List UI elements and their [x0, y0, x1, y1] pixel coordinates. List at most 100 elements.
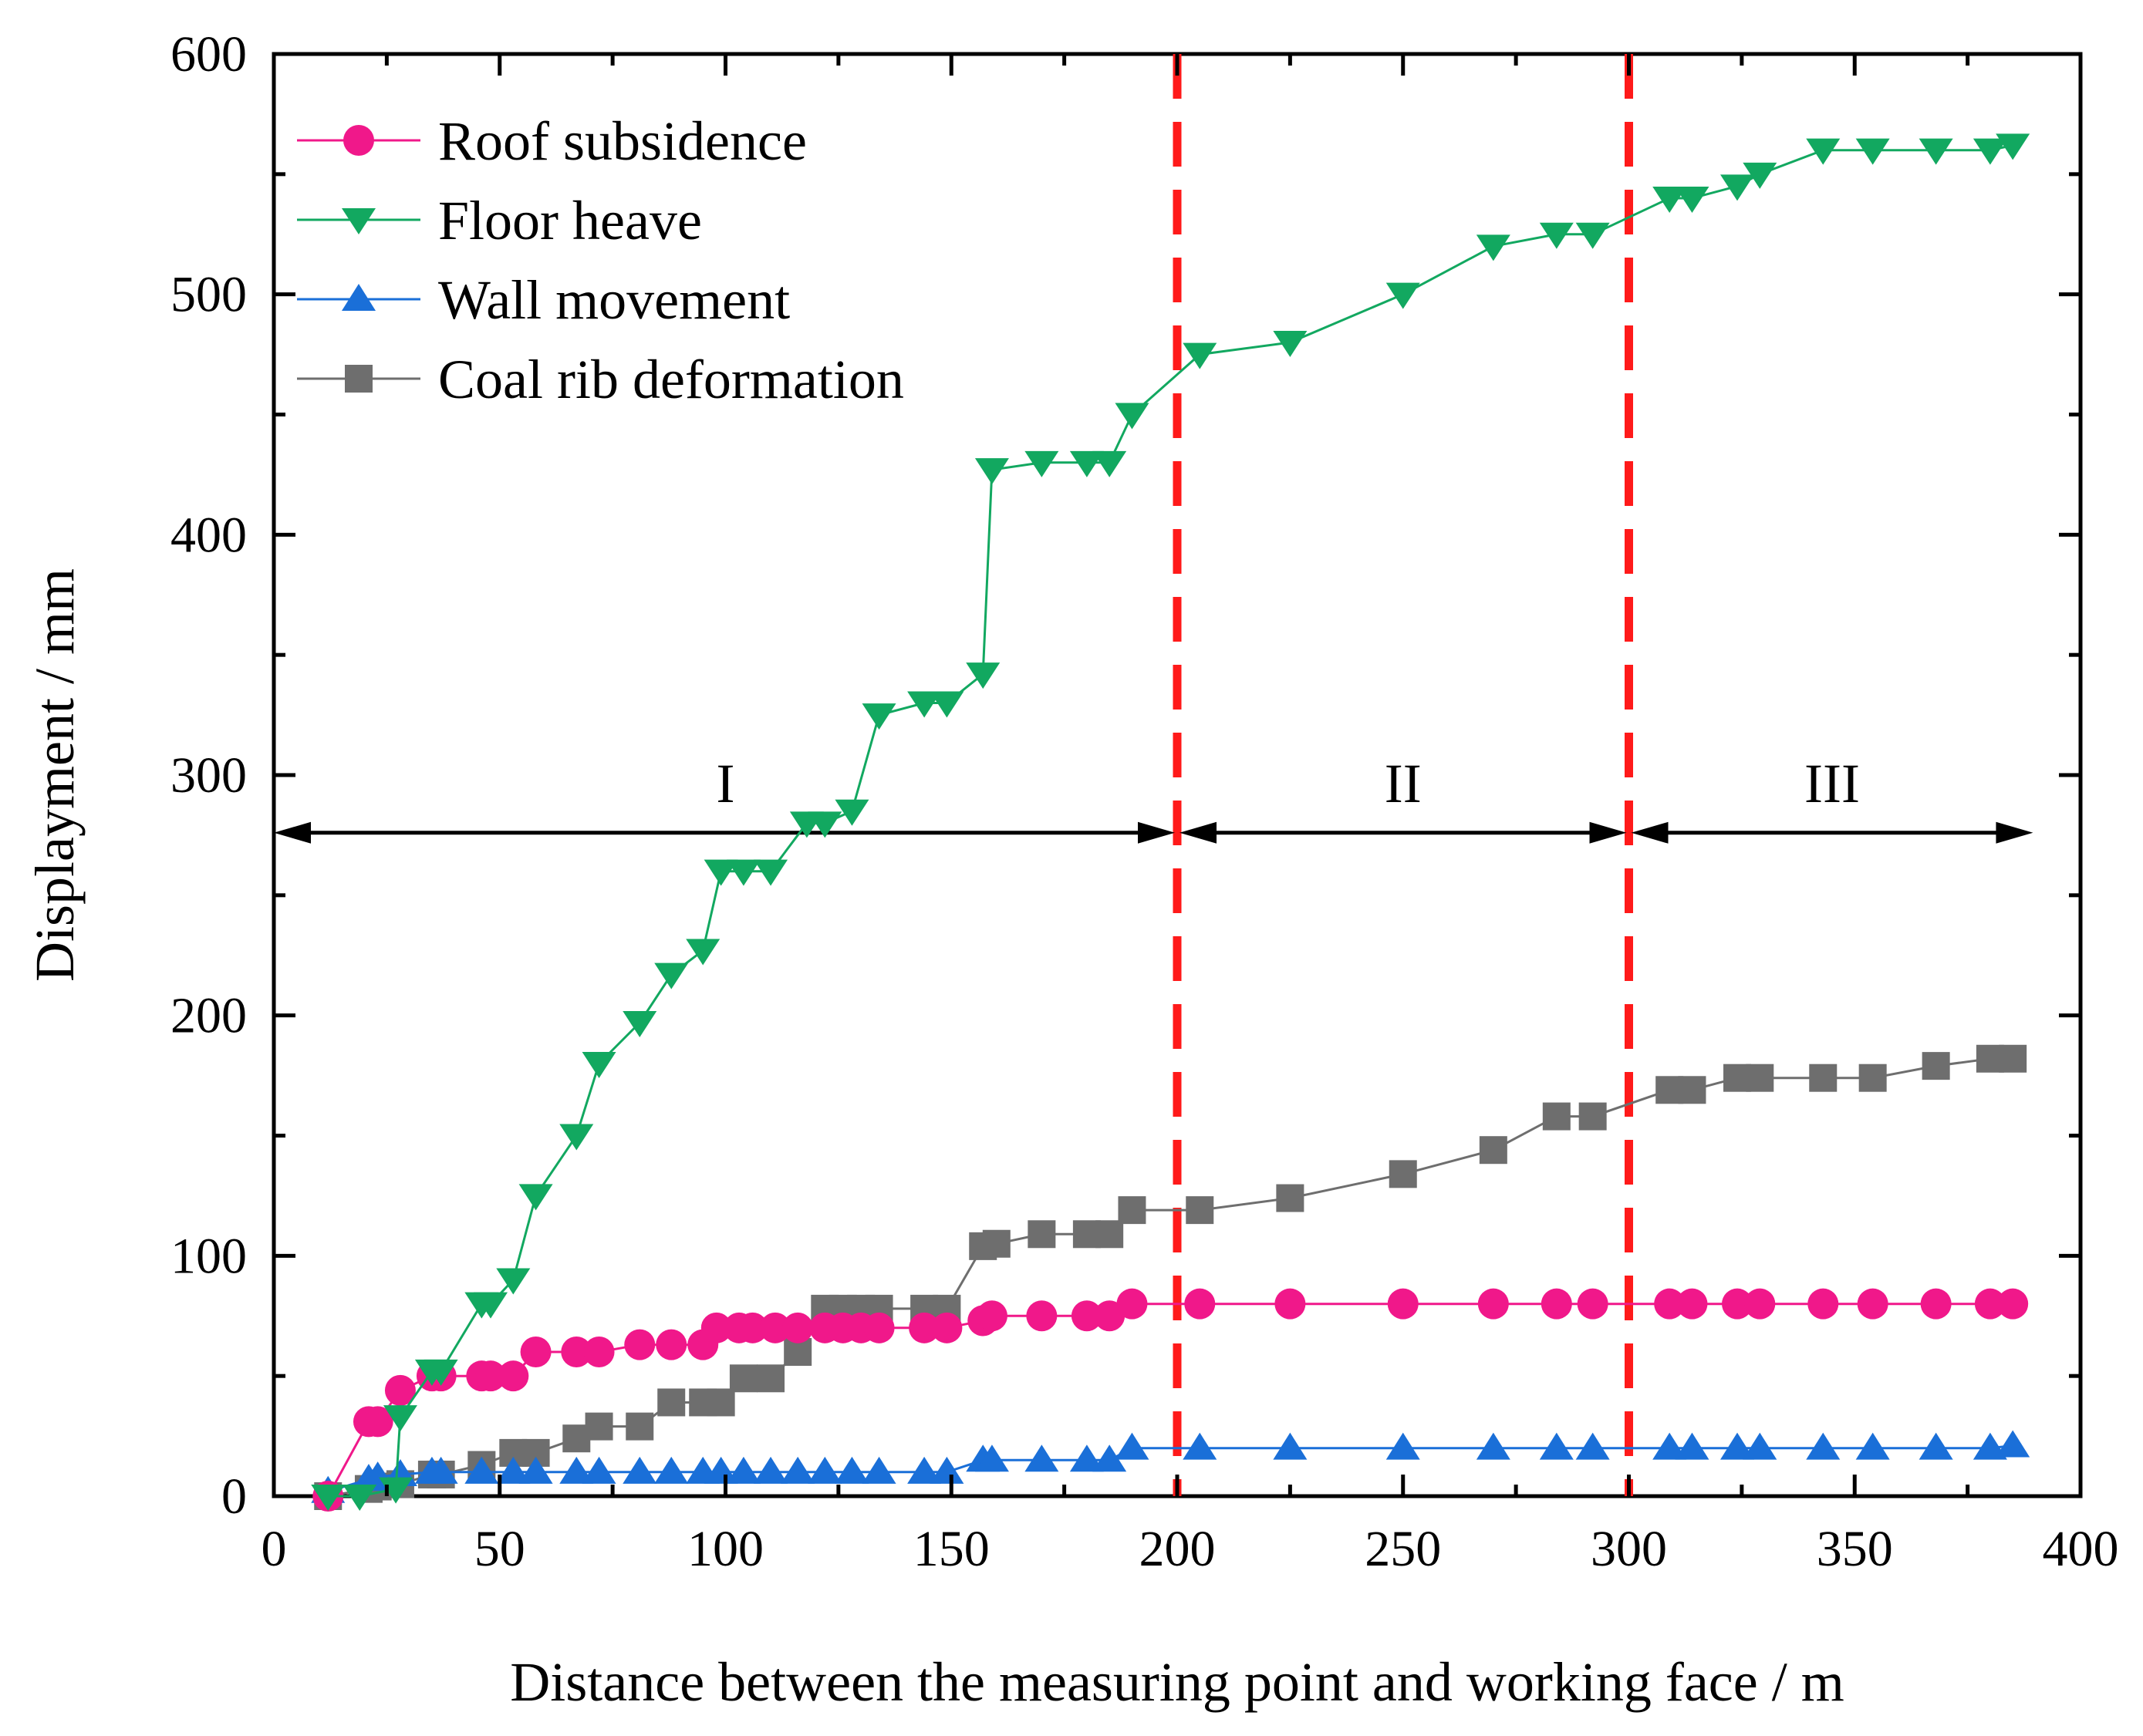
- data-point: [1389, 1160, 1417, 1188]
- y-axis-title: Displayment / mm: [24, 568, 86, 982]
- data-point: [1857, 1288, 1888, 1320]
- legend-marker-coal: [345, 365, 373, 393]
- data-point: [930, 691, 964, 718]
- zone-label: III: [1804, 753, 1860, 814]
- data-point: [782, 1312, 814, 1343]
- data-point: [1094, 1300, 1125, 1332]
- data-point: [1539, 1432, 1574, 1460]
- data-point: [1652, 1432, 1687, 1460]
- data-point: [1807, 1288, 1839, 1320]
- data-point: [1675, 1432, 1709, 1460]
- data-point: [1385, 282, 1420, 309]
- legend-label-coal: Coal rib deformation: [438, 349, 904, 410]
- legend-entry-wall: Wall movement: [297, 269, 790, 331]
- data-point: [1274, 1288, 1306, 1320]
- data-point: [930, 1456, 964, 1484]
- data-point: [654, 962, 689, 989]
- x-tick-label: 0: [262, 1521, 287, 1577]
- data-point: [1542, 1102, 1571, 1131]
- y-tick-label: 0: [221, 1468, 247, 1525]
- data-point: [1118, 1196, 1146, 1225]
- data-point: [654, 1456, 689, 1484]
- data-point: [1575, 1432, 1610, 1460]
- data-point: [835, 799, 869, 826]
- data-point: [754, 1456, 788, 1484]
- legend-label-wall: Wall movement: [438, 269, 790, 331]
- data-point: [379, 1477, 413, 1504]
- zone-label: II: [1385, 753, 1422, 814]
- data-point: [1919, 1432, 1953, 1460]
- data-point: [862, 703, 896, 730]
- data-point: [1999, 1044, 2027, 1073]
- legend-label-floor: Floor heave: [438, 190, 702, 251]
- data-point: [1746, 1064, 1774, 1092]
- data-point: [496, 1268, 531, 1295]
- data-point: [1577, 1288, 1608, 1320]
- data-point: [974, 458, 1009, 485]
- data-point: [498, 1360, 529, 1392]
- data-point: [754, 859, 788, 886]
- data-point: [559, 1456, 594, 1484]
- data-point: [657, 1388, 686, 1417]
- series-roof: [312, 1288, 2029, 1512]
- data-point: [1069, 450, 1104, 477]
- data-point: [1919, 138, 1953, 165]
- data-point: [1858, 1064, 1887, 1092]
- x-axis-title: Distance between the measuring point and…: [510, 1651, 1844, 1713]
- series-layer: [311, 133, 2030, 1512]
- data-point: [1806, 1432, 1841, 1460]
- legend-marker-wall: [342, 284, 376, 311]
- data-point: [474, 1292, 508, 1319]
- data-point: [974, 1444, 1009, 1472]
- data-point: [362, 1406, 393, 1438]
- y-tick-label: 600: [170, 26, 247, 83]
- data-point: [907, 1456, 942, 1484]
- data-point: [1186, 1196, 1214, 1225]
- data-point: [1720, 1432, 1755, 1460]
- data-point: [863, 1312, 895, 1343]
- data-point: [1028, 1220, 1056, 1249]
- legend-entry-floor: Floor heave: [297, 190, 702, 251]
- zone-annotations: I II III: [274, 753, 2033, 844]
- data-point: [582, 1456, 616, 1484]
- data-point: [982, 1229, 1011, 1258]
- data-point: [1997, 1288, 2029, 1320]
- data-point: [808, 1456, 842, 1484]
- zone-arrow-head: [274, 821, 311, 844]
- zone-arrow-head: [1179, 821, 1217, 844]
- data-point: [1184, 1288, 1216, 1320]
- series-coal: [314, 1044, 2027, 1510]
- data-point: [582, 1052, 616, 1078]
- y-tick-label: 500: [170, 267, 247, 323]
- data-point: [976, 1300, 1007, 1332]
- x-tick-label: 250: [1365, 1521, 1441, 1577]
- y-axis-ticks: 0 100 200 300 400 500 600: [170, 26, 2081, 1525]
- data-point: [737, 1312, 768, 1343]
- y-tick-label: 100: [170, 1228, 247, 1284]
- data-point: [1024, 1444, 1059, 1472]
- data-point: [520, 1337, 552, 1367]
- data-point: [1115, 1432, 1149, 1460]
- data-point: [518, 1184, 553, 1211]
- data-point: [1720, 174, 1755, 201]
- data-point: [1654, 1288, 1686, 1320]
- data-point: [1387, 1288, 1419, 1320]
- data-point: [1809, 1064, 1838, 1092]
- data-point: [1575, 222, 1610, 249]
- legend: Roof subsidence Floor heave Wall movemen…: [297, 110, 904, 410]
- zone-arrow-head: [1138, 821, 1175, 844]
- data-point: [1476, 1432, 1510, 1460]
- data-point: [1676, 1288, 1708, 1320]
- data-point: [1855, 1432, 1890, 1460]
- zone-arrow-head: [1589, 821, 1627, 844]
- data-point: [1476, 234, 1510, 261]
- data-point: [343, 1485, 377, 1511]
- data-point: [1744, 1288, 1776, 1320]
- zone-arrow-head: [1631, 821, 1669, 844]
- x-tick-label: 350: [1817, 1521, 1893, 1577]
- data-point: [1092, 1444, 1127, 1472]
- data-point: [585, 1412, 613, 1441]
- data-point: [726, 1456, 761, 1484]
- data-point: [1541, 1288, 1572, 1320]
- data-point: [759, 1312, 791, 1343]
